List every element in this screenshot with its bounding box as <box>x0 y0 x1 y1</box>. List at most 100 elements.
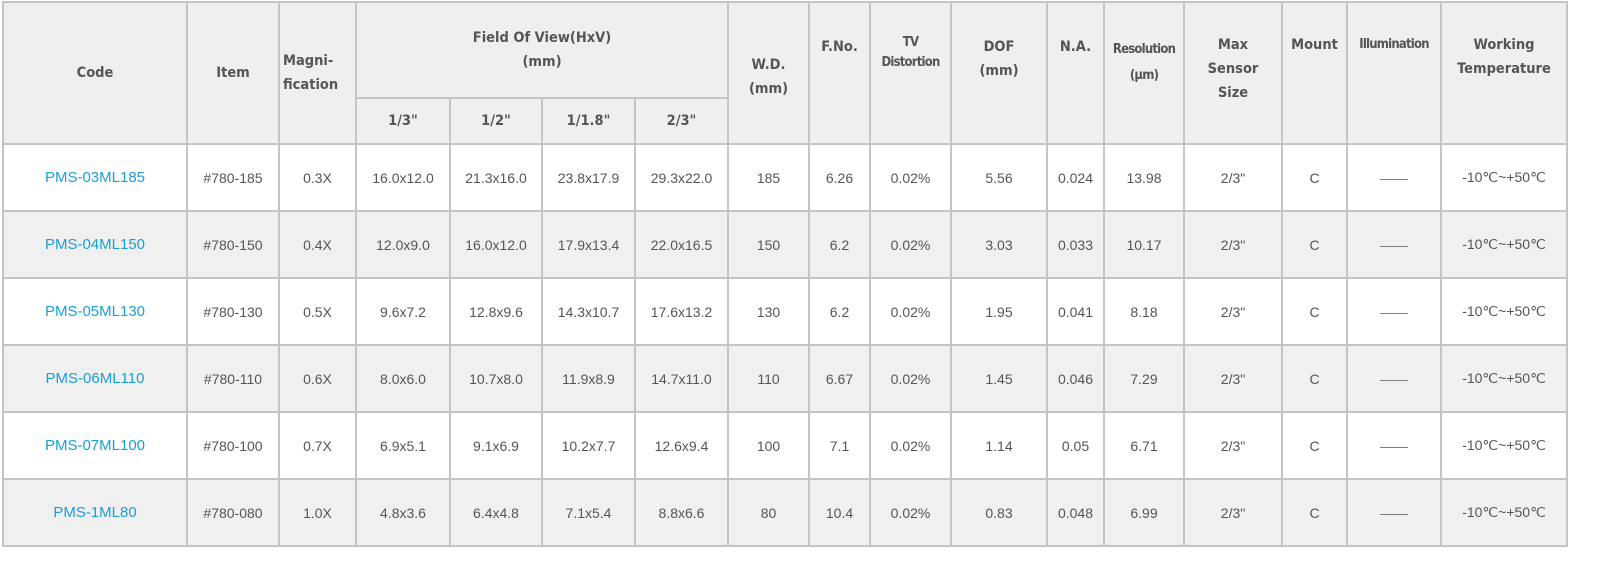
cell-mount: C <box>1281 277 1348 346</box>
cell-mount: C <box>1281 143 1348 212</box>
table-row: PMS-05ML130 #780-130 0.5X 9.6x7.2 12.8x9.6 14… <box>2 277 1568 346</box>
header-mount: Mount <box>1281 1 1348 145</box>
cell-fov-2-3: 14.7x11.0 <box>634 344 729 413</box>
cell-fov-1-2: 6.4x4.8 <box>449 478 543 547</box>
header-item: Item <box>186 1 280 145</box>
cell-code[interactable]: PMS-03ML185 <box>2 143 188 212</box>
cell-illumination: —— <box>1346 143 1442 212</box>
cell-fov-1-3: 9.6x7.2 <box>355 277 451 346</box>
cell-mount: C <box>1281 478 1348 547</box>
header-fov: Field Of View(HxV) (mm) <box>355 1 729 99</box>
cell-fov-2-3: 8.8x6.6 <box>634 478 729 547</box>
cell-fov-1-2: 16.0x12.0 <box>449 210 543 279</box>
cell-fno: 10.4 <box>808 478 871 547</box>
cell-mount: C <box>1281 210 1348 279</box>
cell-fov-1-1.8: 14.3x10.7 <box>541 277 636 346</box>
cell-mount: C <box>1281 344 1348 413</box>
cell-fov-1-3: 16.0x12.0 <box>355 143 451 212</box>
cell-tv-distortion: 0.02% <box>869 411 952 480</box>
cell-illumination: —— <box>1346 478 1442 547</box>
cell-fov-1-3: 6.9x5.1 <box>355 411 451 480</box>
cell-wd: 80 <box>727 478 810 547</box>
cell-temperature: -10℃~+50℃ <box>1440 143 1568 212</box>
cell-na: 0.05 <box>1046 411 1105 480</box>
cell-fov-1-3: 12.0x9.0 <box>355 210 451 279</box>
cell-wd: 185 <box>727 143 810 212</box>
cell-fno: 6.26 <box>808 143 871 212</box>
table-row: PMS-06ML110 #780-110 0.6X 8.0x6.0 10.7x8.0 11… <box>2 344 1568 413</box>
cell-na: 0.041 <box>1046 277 1105 346</box>
header-sensor: Max Sensor Size <box>1183 1 1283 145</box>
cell-fov-1-1.8: 7.1x5.4 <box>541 478 636 547</box>
cell-item: #780-130 <box>186 277 280 346</box>
cell-fov-1-2: 10.7x8.0 <box>449 344 543 413</box>
cell-sensor-size: 2/3" <box>1183 344 1283 413</box>
cell-item: #780-080 <box>186 478 280 547</box>
cell-magnification: 0.3X <box>278 143 357 212</box>
cell-temperature: -10℃~+50℃ <box>1440 210 1568 279</box>
header-na: N.A. <box>1046 1 1105 145</box>
cell-temperature: -10℃~+50℃ <box>1440 277 1568 346</box>
header-fov-1-2: 1/2" <box>449 97 543 145</box>
cell-resolution: 10.17 <box>1103 210 1185 279</box>
header-illumination: Illumination <box>1346 1 1442 145</box>
cell-code[interactable]: PMS-06ML110 <box>2 344 188 413</box>
spec-table: Code Item Magni- fication Field Of View(… <box>2 1 1568 547</box>
cell-code[interactable]: PMS-07ML100 <box>2 411 188 480</box>
cell-resolution: 8.18 <box>1103 277 1185 346</box>
cell-fov-1-1.8: 17.9x13.4 <box>541 210 636 279</box>
cell-fov-1-2: 12.8x9.6 <box>449 277 543 346</box>
cell-fno: 6.2 <box>808 210 871 279</box>
cell-temperature: -10℃~+50℃ <box>1440 344 1568 413</box>
cell-magnification: 1.0X <box>278 478 357 547</box>
cell-resolution: 6.99 <box>1103 478 1185 547</box>
cell-wd: 130 <box>727 277 810 346</box>
header-wd: W.D. (mm) <box>727 1 810 145</box>
cell-code[interactable]: PMS-04ML150 <box>2 210 188 279</box>
cell-fov-1-2: 21.3x16.0 <box>449 143 543 212</box>
header-code: Code <box>2 1 188 145</box>
cell-wd: 100 <box>727 411 810 480</box>
cell-sensor-size: 2/3" <box>1183 143 1283 212</box>
cell-tv-distortion: 0.02% <box>869 143 952 212</box>
cell-tv-distortion: 0.02% <box>869 478 952 547</box>
cell-dof: 5.56 <box>950 143 1048 212</box>
cell-tv-distortion: 0.02% <box>869 210 952 279</box>
header-magnification: Magni- fication <box>278 1 357 145</box>
header-temperature: Working Temperature <box>1440 1 1568 145</box>
header-fno: F.No. <box>808 1 871 145</box>
cell-dof: 1.14 <box>950 411 1048 480</box>
cell-na: 0.046 <box>1046 344 1105 413</box>
cell-item: #780-110 <box>186 344 280 413</box>
cell-fov-2-3: 29.3x22.0 <box>634 143 729 212</box>
header-fov-1-1.8: 1/1.8" <box>541 97 636 145</box>
cell-temperature: -10℃~+50℃ <box>1440 478 1568 547</box>
cell-code[interactable]: PMS-05ML130 <box>2 277 188 346</box>
table-row: PMS-04ML150 #780-150 0.4X 12.0x9.0 16.0x12.0… <box>2 210 1568 279</box>
cell-fno: 7.1 <box>808 411 871 480</box>
cell-magnification: 0.5X <box>278 277 357 346</box>
cell-tv-distortion: 0.02% <box>869 277 952 346</box>
header-tv-distortion: TV Distortion <box>869 1 952 145</box>
cell-sensor-size: 2/3" <box>1183 411 1283 480</box>
cell-fov-2-3: 12.6x9.4 <box>634 411 729 480</box>
cell-sensor-size: 2/3" <box>1183 210 1283 279</box>
cell-fov-1-1.8: 11.9x8.9 <box>541 344 636 413</box>
cell-sensor-size: 2/3" <box>1183 478 1283 547</box>
cell-resolution: 6.71 <box>1103 411 1185 480</box>
cell-fov-2-3: 17.6x13.2 <box>634 277 729 346</box>
cell-temperature: -10℃~+50℃ <box>1440 411 1568 480</box>
cell-magnification: 0.7X <box>278 411 357 480</box>
cell-fno: 6.67 <box>808 344 871 413</box>
cell-fov-1-3: 8.0x6.0 <box>355 344 451 413</box>
cell-code[interactable]: PMS-1ML80 <box>2 478 188 547</box>
cell-magnification: 0.4X <box>278 210 357 279</box>
cell-fov-2-3: 22.0x16.5 <box>634 210 729 279</box>
cell-dof: 0.83 <box>950 478 1048 547</box>
cell-mount: C <box>1281 411 1348 480</box>
cell-item: #780-100 <box>186 411 280 480</box>
cell-resolution: 13.98 <box>1103 143 1185 212</box>
cell-illumination: —— <box>1346 210 1442 279</box>
header-resolution: Resolution (μm) <box>1103 1 1185 145</box>
cell-illumination: —— <box>1346 344 1442 413</box>
